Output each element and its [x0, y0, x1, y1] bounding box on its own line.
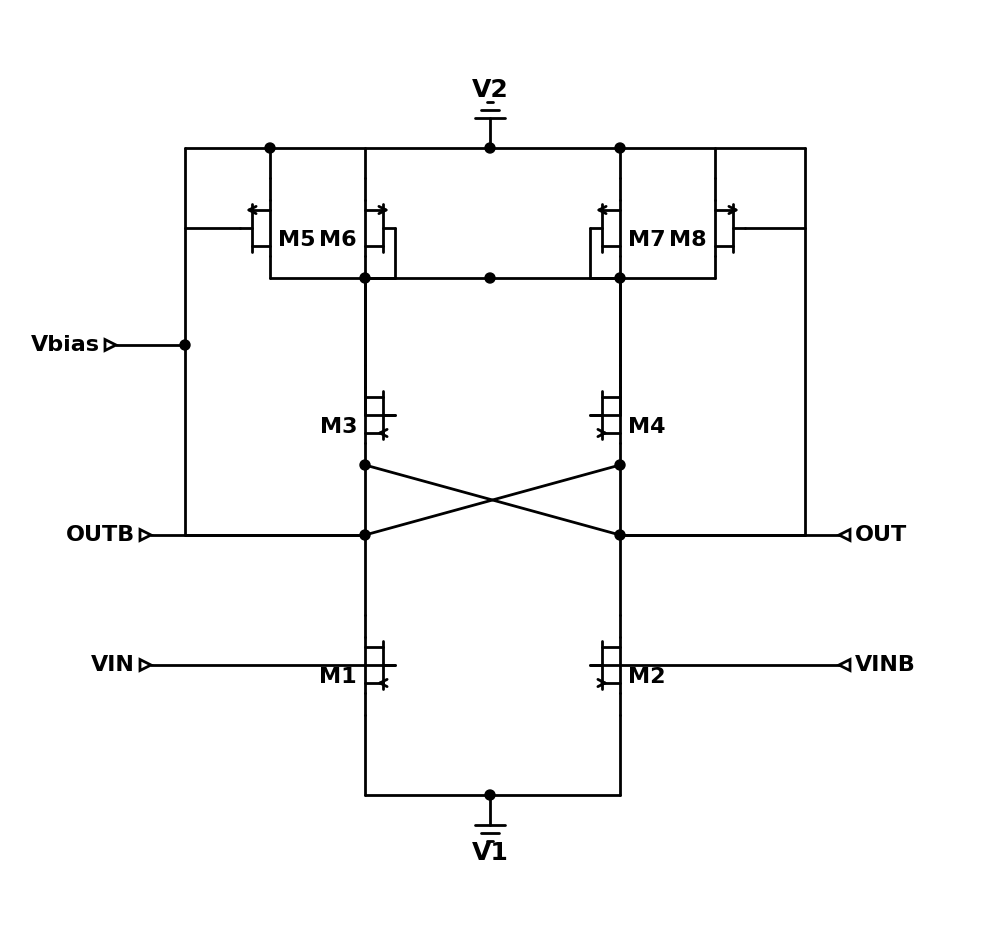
Circle shape [485, 273, 495, 283]
Text: VIN: VIN [91, 655, 135, 675]
Text: M1: M1 [319, 667, 357, 687]
Circle shape [615, 460, 625, 470]
Text: M4: M4 [628, 417, 666, 437]
Text: V2: V2 [472, 78, 508, 102]
Text: M5: M5 [278, 230, 316, 250]
Circle shape [265, 143, 275, 153]
Text: OUT: OUT [855, 525, 907, 545]
Circle shape [485, 143, 495, 153]
Text: VINB: VINB [855, 655, 916, 675]
Text: Vbias: Vbias [31, 335, 100, 355]
Text: V1: V1 [472, 841, 508, 865]
Circle shape [615, 273, 625, 283]
Circle shape [615, 530, 625, 540]
Text: OUTB: OUTB [66, 525, 135, 545]
Circle shape [615, 143, 625, 153]
Text: M6: M6 [319, 230, 357, 250]
Circle shape [360, 460, 370, 470]
Circle shape [360, 273, 370, 283]
Text: M2: M2 [628, 667, 666, 687]
Circle shape [360, 530, 370, 540]
Text: M3: M3 [320, 417, 357, 437]
Circle shape [180, 340, 190, 350]
Text: M8: M8 [669, 230, 707, 250]
Text: M7: M7 [628, 230, 666, 250]
Circle shape [485, 790, 495, 800]
